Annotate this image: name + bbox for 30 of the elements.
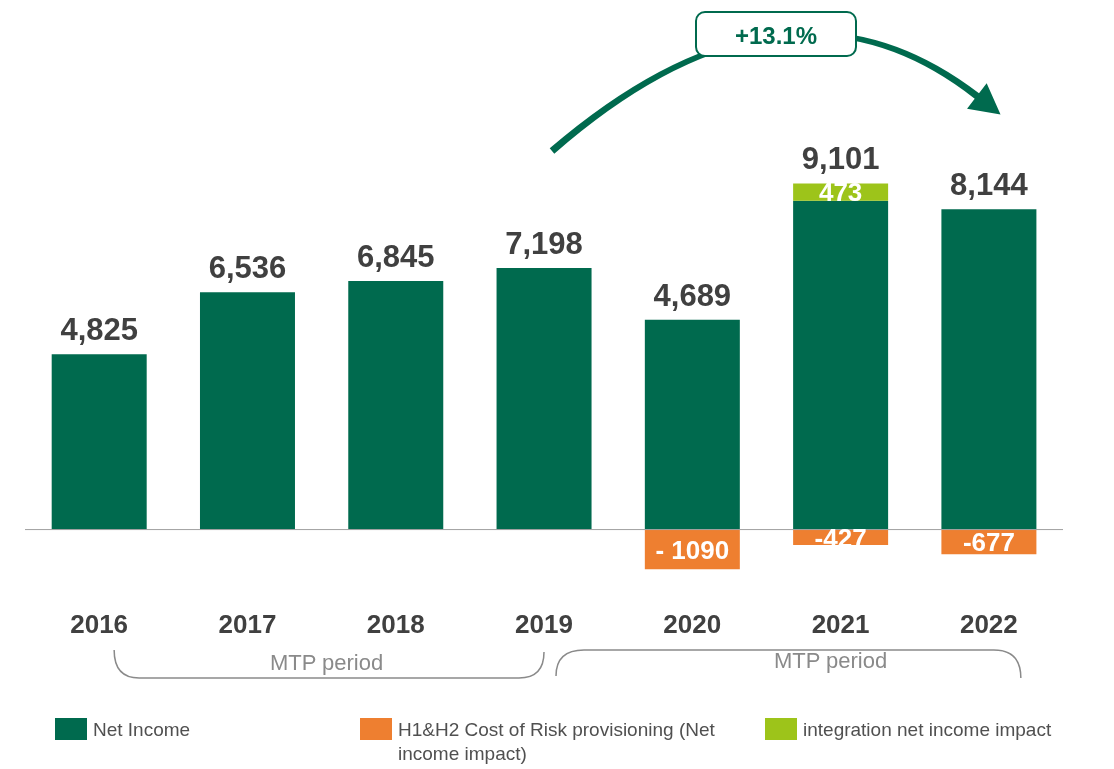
total-label: 7,198	[505, 226, 583, 262]
total-label: 6,845	[356, 238, 435, 274]
total-label: 4,825	[60, 312, 138, 348]
total-label: 6,536	[208, 250, 287, 286]
legend-label: integration net income impact	[803, 718, 1053, 742]
text: +13.1%	[734, 22, 818, 49]
text: MTP period	[773, 648, 888, 673]
bar	[51, 354, 147, 530]
bar	[793, 200, 889, 530]
total-label: 9,101	[801, 141, 880, 177]
data-label: - 1090	[655, 534, 730, 565]
x-tick-label: 2017	[218, 609, 277, 640]
total-label: 8,144	[950, 167, 1029, 203]
data-label: 473	[818, 177, 863, 208]
bar	[199, 292, 295, 530]
x-tick-label: 2018	[366, 609, 425, 640]
bar	[496, 268, 592, 530]
text: MTP period	[269, 650, 384, 675]
bar	[941, 209, 1037, 530]
bar	[348, 280, 444, 530]
x-tick-label: 2019	[515, 609, 573, 640]
total-label: 4,689	[653, 277, 732, 313]
x-tick-label: 2020	[663, 609, 722, 640]
bar	[644, 319, 740, 530]
legend-label: Net Income	[93, 718, 192, 742]
x-tick-label: 2022	[959, 609, 1018, 640]
x-tick-label: 2021	[811, 609, 870, 640]
x-tick-label: 2016	[70, 609, 129, 640]
legend-label: H1&H2 Cost of Risk provisioning (Net income impact)	[398, 718, 716, 766]
data-label: -677	[962, 527, 1015, 558]
